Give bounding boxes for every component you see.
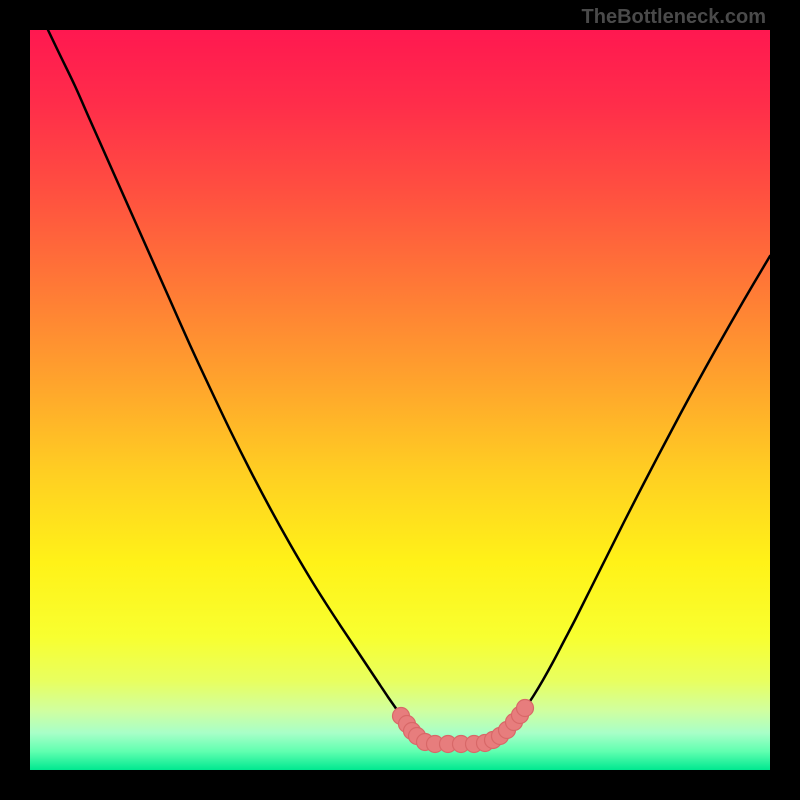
watermark-text: TheBottleneck.com: [582, 6, 766, 29]
bottleneck-chart-svg: [0, 0, 800, 800]
chart-frame: TheBottleneck.com: [0, 0, 800, 800]
